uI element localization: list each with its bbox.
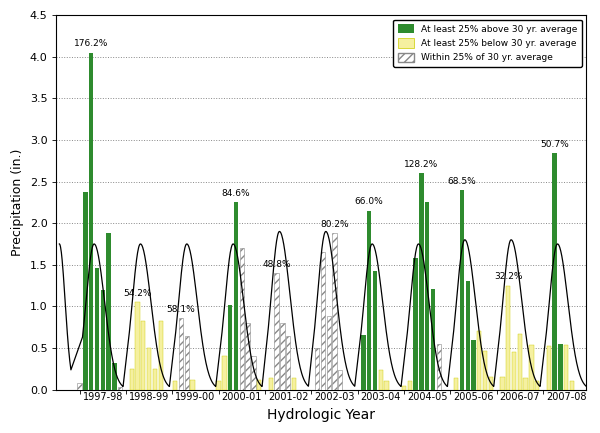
Bar [570,381,574,390]
Legend: At least 25% above 30 yr. average, At least 25% below 30 yr. average, Within 25%: At least 25% above 30 yr. average, At le… [393,19,582,67]
Bar [141,321,145,390]
Bar [338,370,343,390]
Bar [179,318,183,390]
Bar [257,380,262,390]
Bar [553,153,557,390]
Text: 176.2%: 176.2% [74,39,109,48]
Bar [413,258,418,390]
Bar [437,344,441,390]
Text: 54.2%: 54.2% [123,289,152,298]
Bar [112,363,116,390]
Bar [228,305,232,390]
Bar [326,317,331,390]
Bar [286,336,290,390]
Bar [217,381,221,390]
Bar [118,387,122,390]
Bar [419,173,424,390]
Bar [83,192,88,390]
Bar [292,378,296,390]
Bar [234,202,238,390]
Bar [136,302,140,390]
Bar [523,378,528,390]
Bar [472,339,476,390]
Bar [407,381,412,390]
Bar [512,352,516,390]
Text: 80.2%: 80.2% [320,220,349,229]
Bar [321,252,325,390]
Bar [251,356,256,390]
Text: 48.8%: 48.8% [262,260,291,269]
Bar [477,331,481,390]
Bar [379,370,383,390]
Bar [173,381,178,390]
Bar [95,268,99,390]
Bar [245,323,250,390]
Bar [373,271,377,390]
Bar [518,334,522,390]
Bar [89,52,94,390]
Bar [222,356,227,390]
Bar [466,281,470,390]
Bar [564,346,568,390]
Bar [153,369,157,390]
Bar [367,210,371,390]
Bar [269,378,273,390]
Bar [529,346,533,390]
Text: 128.2%: 128.2% [404,160,439,169]
Bar [280,323,284,390]
Bar [547,346,551,390]
Bar [483,351,487,390]
Bar [535,381,539,390]
Text: 66.0%: 66.0% [355,197,383,207]
Bar [332,233,337,390]
Bar [315,348,319,390]
Bar [506,285,511,390]
Bar [558,344,563,390]
Bar [158,321,163,390]
Text: 58.1%: 58.1% [167,305,196,314]
Bar [147,348,151,390]
Text: 84.6%: 84.6% [221,189,250,198]
Bar [130,369,134,390]
Bar [185,336,189,390]
Bar [454,378,458,390]
Bar [431,289,435,390]
Bar [460,190,464,390]
Bar [106,233,111,390]
X-axis label: Hydrologic Year: Hydrologic Year [268,408,376,422]
Bar [101,290,105,390]
Bar [488,377,493,390]
Bar [385,381,389,390]
Bar [361,336,365,390]
Bar [239,248,244,390]
Text: 32.2%: 32.2% [494,272,523,281]
Text: 50.7%: 50.7% [540,140,569,149]
Bar [274,273,279,390]
Bar [402,386,406,390]
Bar [77,383,82,390]
Y-axis label: Precipitation (in.): Precipitation (in.) [11,149,24,256]
Bar [425,202,430,390]
Text: 68.5%: 68.5% [448,177,476,186]
Bar [500,377,505,390]
Bar [190,381,195,390]
